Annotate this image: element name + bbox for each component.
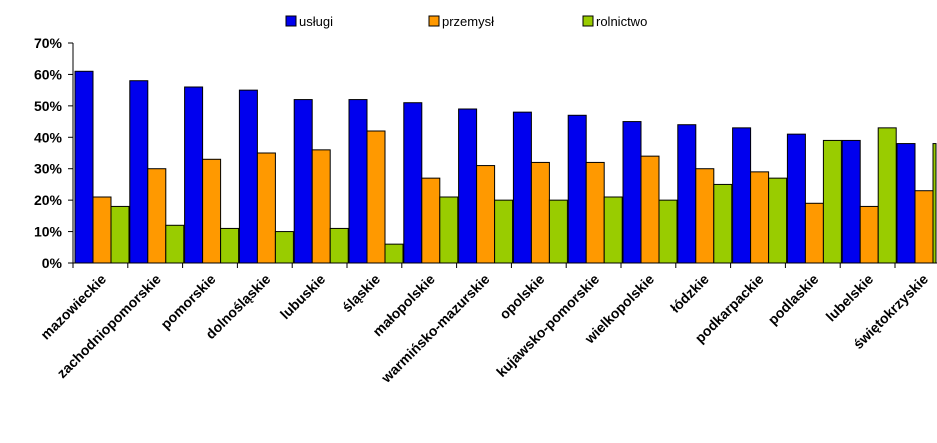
bar-usługi-świętokrzyskie xyxy=(896,143,916,264)
bar-usługi-warmińsko-mazurskie xyxy=(458,108,478,264)
bar-przemysł-śląskie xyxy=(366,130,386,264)
y-tick-label: 30% xyxy=(34,161,63,177)
bar-przemysł-małopolskie xyxy=(421,177,441,264)
bar-rolnictwo-podlaskie xyxy=(822,139,842,264)
bar-rolnictwo-mazowieckie xyxy=(110,205,130,264)
bar-przemysł-łódzkie xyxy=(695,168,715,264)
bar-przemysł-zachodniopomorskie xyxy=(147,168,167,264)
bar-rolnictwo-małopolskie xyxy=(439,196,459,264)
legend-label-rolnictwo: rolnictwo xyxy=(596,14,647,29)
bar-usługi-małopolskie xyxy=(403,102,423,264)
y-tick-label: 0% xyxy=(42,255,63,271)
bar-usługi-kujawsko-pomorskie xyxy=(567,114,587,264)
bar-rolnictwo-pomorskie xyxy=(220,227,240,264)
y-tick-label: 50% xyxy=(34,98,63,114)
legend-label-przemysl: przemysł xyxy=(442,14,494,29)
bar-rolnictwo-lubuskie xyxy=(329,227,349,264)
bar-przemysł-kujawsko-pomorskie xyxy=(585,161,605,264)
legend: usługi przemysł rolnictwo xyxy=(285,14,647,29)
bar-rolnictwo-łódzkie xyxy=(713,183,733,264)
bar-usługi-śląskie xyxy=(348,99,368,264)
bar-przemysł-warmińsko-mazurskie xyxy=(476,165,496,264)
x-axis: mazowieckiezachodniopomorskiepomorskiedo… xyxy=(37,262,937,387)
bar-usługi-lubuskie xyxy=(293,99,313,264)
x-category-label: lubuskie xyxy=(277,271,329,323)
x-category-label: lubelskie xyxy=(823,271,877,325)
bars xyxy=(74,70,937,264)
x-category-label: opolskie xyxy=(496,271,548,323)
bar-przemysł-lubelskie xyxy=(859,205,879,264)
x-category-label: kujawsko-pomorskie xyxy=(493,271,602,380)
y-tick-label: 10% xyxy=(34,224,63,240)
bar-usługi-podkarpackie xyxy=(732,127,752,264)
bar-usługi-podlaskie xyxy=(786,133,806,264)
bar-rolnictwo-opolskie xyxy=(548,199,568,264)
y-axis: 0% 10% 20% 30% 40% 50% 60% 70% xyxy=(34,35,74,271)
bar-przemysł-lubuskie xyxy=(311,149,331,264)
x-category-label: zachodniopomorskie xyxy=(54,271,164,381)
x-category-label: śląskie xyxy=(339,271,383,315)
bar-przemysł-mazowieckie xyxy=(92,196,112,264)
bar-rolnictwo-zachodniopomorskie xyxy=(165,224,185,264)
bar-rolnictwo-dolnośląskie xyxy=(274,231,294,264)
bar-usługi-mazowieckie xyxy=(74,70,94,264)
x-category-label: podlaskie xyxy=(765,271,822,328)
bar-rolnictwo-wielkopolskie xyxy=(658,199,678,264)
bar-przemysł-świętokrzyskie xyxy=(914,190,934,264)
y-tick-label: 40% xyxy=(34,129,63,145)
bar-usługi-zachodniopomorskie xyxy=(129,80,149,264)
bar-usługi-lubelskie xyxy=(841,139,861,264)
bar-przemysł-wielkopolskie xyxy=(640,155,660,264)
y-tick-label: 60% xyxy=(34,66,63,82)
bar-przemysł-dolnośląskie xyxy=(256,152,276,264)
bar-usługi-opolskie xyxy=(512,111,532,264)
legend-label-uslugi: usługi xyxy=(299,14,333,29)
bar-rolnictwo-śląskie xyxy=(384,243,404,264)
bar-rolnictwo-podkarpackie xyxy=(768,177,788,264)
bar-rolnictwo-świętokrzyskie xyxy=(932,143,937,264)
legend-swatch-przemysl xyxy=(428,15,440,27)
bar-rolnictwo-lubelskie xyxy=(877,127,897,264)
bar-rolnictwo-kujawsko-pomorskie xyxy=(603,196,623,264)
y-tick-label: 70% xyxy=(34,35,63,51)
bar-rolnictwo-warmińsko-mazurskie xyxy=(494,199,514,264)
legend-swatch-uslugi xyxy=(285,15,297,27)
x-category-label: łódzkie xyxy=(667,271,712,316)
bar-przemysł-pomorskie xyxy=(202,158,222,264)
bar-usługi-dolnośląskie xyxy=(238,89,258,264)
legend-swatch-rolnictwo xyxy=(582,15,594,27)
bar-przemysł-podlaskie xyxy=(804,202,824,264)
bar-usługi-wielkopolskie xyxy=(622,121,642,264)
x-category-label: warmińsko-mazurskie xyxy=(377,271,493,387)
bar-usługi-łódzkie xyxy=(677,124,697,264)
bar-przemysł-podkarpackie xyxy=(750,171,770,264)
bar-usługi-pomorskie xyxy=(184,86,204,264)
bar-przemysł-opolskie xyxy=(530,161,550,264)
y-tick-label: 20% xyxy=(34,192,63,208)
